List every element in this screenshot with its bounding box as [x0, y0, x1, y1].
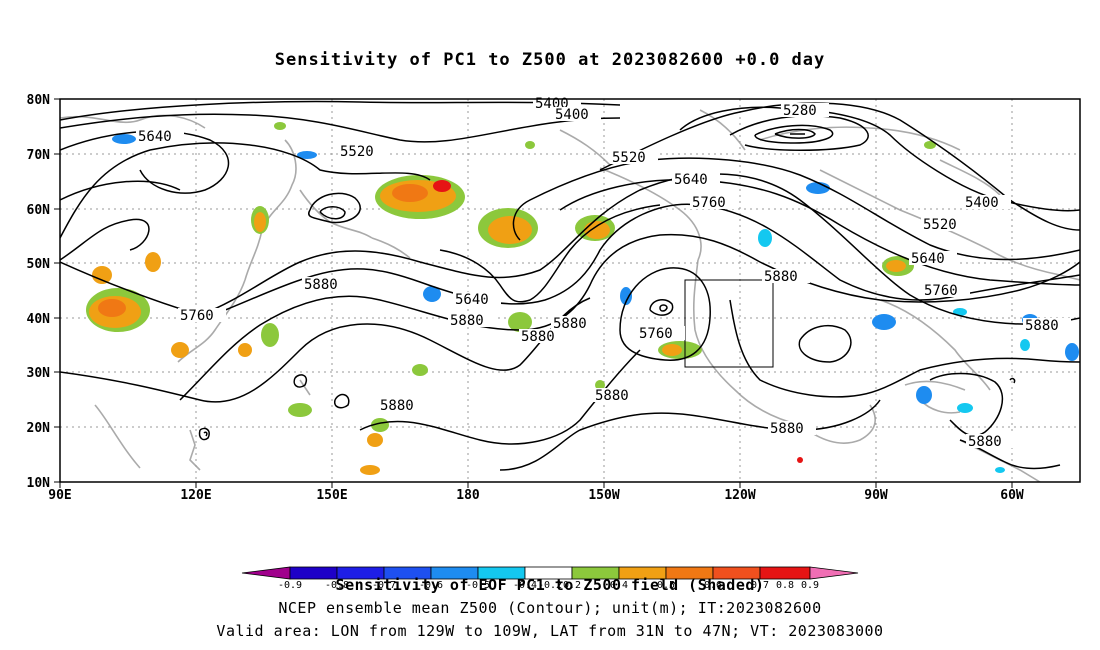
contour-label: 5880	[450, 313, 484, 329]
contour-label: 5640	[138, 129, 172, 145]
contour-label: 5880	[553, 316, 587, 332]
colorbar-tick: -0.6	[419, 580, 443, 591]
lon-label: 150W	[588, 488, 619, 503]
colorbar-tick: 0.5	[657, 580, 675, 591]
contour-label: 5880	[380, 398, 414, 414]
colorbar-tick: 0.9	[801, 580, 819, 591]
contour-label: 5520	[923, 217, 957, 233]
contour-label: 5880	[968, 434, 1002, 450]
plot-border	[59, 98, 1081, 483]
colorbar-tick-labels: -0.9 -0.8 -0.7 -0.6 -0.5 -0.4 -0.2 0.2 0…	[278, 580, 819, 591]
contour-label: 5640	[674, 172, 708, 188]
colorbar-tick: -0.7	[372, 580, 396, 591]
axis-ticks	[54, 98, 1013, 488]
lat-label: 20N	[27, 421, 51, 436]
plot-area	[60, 99, 1080, 482]
contour-label: 5520	[612, 150, 646, 166]
contour-label: 5520	[340, 144, 374, 160]
contour-label: 5640	[911, 251, 945, 267]
lat-label: 30N	[27, 366, 51, 381]
contour-label: 5400	[555, 107, 589, 123]
colorbar-tick: 0.4	[610, 580, 628, 591]
lat-label: 60N	[27, 203, 51, 218]
lon-label: 90W	[864, 488, 888, 503]
gridlines	[60, 99, 1080, 482]
negative-sensitivity-patches	[112, 134, 1079, 473]
colorbar-tick: 0.6	[704, 580, 722, 591]
contour-label: 5880	[764, 269, 798, 285]
colorbar-tick: -0.9	[278, 580, 302, 591]
sensitivity-shading	[86, 122, 1079, 475]
contour-label: 5280	[783, 103, 817, 119]
lat-label: 80N	[27, 93, 51, 108]
lat-label: 10N	[27, 476, 51, 491]
z500-contours	[60, 100, 1080, 471]
latitude-labels: 80N 70N 60N 50N 40N 30N 20N 10N	[27, 93, 51, 491]
valid-area-box	[684, 279, 774, 368]
lon-label: 120E	[180, 488, 211, 503]
caption-contour: NCEP ensemble mean Z500 (Contour); unit(…	[278, 599, 822, 617]
lat-label: 40N	[27, 312, 51, 327]
caption-valid-area: Valid area: LON from 129W to 109W, LAT f…	[216, 622, 884, 640]
colorbar-tick: -0.5	[466, 580, 490, 591]
lon-label: 120W	[724, 488, 755, 503]
contour-label: 5760	[180, 308, 214, 324]
contour-label: 5400	[965, 195, 999, 211]
lon-label: 150E	[316, 488, 347, 503]
chart-title: Sensitivity of PC1 to Z500 at 2023082600…	[274, 50, 826, 70]
colorbar-tick: -0.8	[325, 580, 349, 591]
lon-label: 90E	[48, 488, 71, 503]
colorbar-tick: 0.2	[563, 580, 581, 591]
contour-label: 5880	[1025, 318, 1059, 334]
contour-label: 5880	[304, 277, 338, 293]
colorbar-right-triangle	[809, 566, 859, 580]
caption-shading: Sensitivity of EOF PC1 to Z500 field (Sh…	[335, 576, 765, 594]
contour-labels: 5400 5400 5280 5640 5520 5520 5640 5760 …	[136, 96, 1071, 450]
contour-label: 5880	[595, 388, 629, 404]
colorbar-tick: 0.7	[751, 580, 769, 591]
lon-label: 180	[456, 488, 480, 503]
contour-label: 5880	[521, 329, 555, 345]
contour-label: 5640	[455, 292, 489, 308]
contour-label: 5760	[692, 195, 726, 211]
contour-label: 5760	[924, 283, 958, 299]
longitude-labels: 90E 120E 150E 180 150W 120W 90W 60W	[48, 488, 1024, 503]
contour-label: 5760	[639, 326, 673, 342]
colorbar: -0.9 -0.8 -0.7 -0.6 -0.5 -0.4 -0.2 0.2 0…	[241, 566, 859, 591]
lon-label: 60W	[1000, 488, 1024, 503]
colorbar-tick: 0.8	[776, 580, 794, 591]
lat-label: 50N	[27, 257, 51, 272]
colorbar-tick: -0.2	[538, 580, 562, 591]
positive-sensitivity-patches	[86, 122, 936, 475]
colorbar-tick: -0.4	[513, 580, 537, 591]
contour-label: 5880	[770, 421, 804, 437]
lat-label: 70N	[27, 148, 51, 163]
